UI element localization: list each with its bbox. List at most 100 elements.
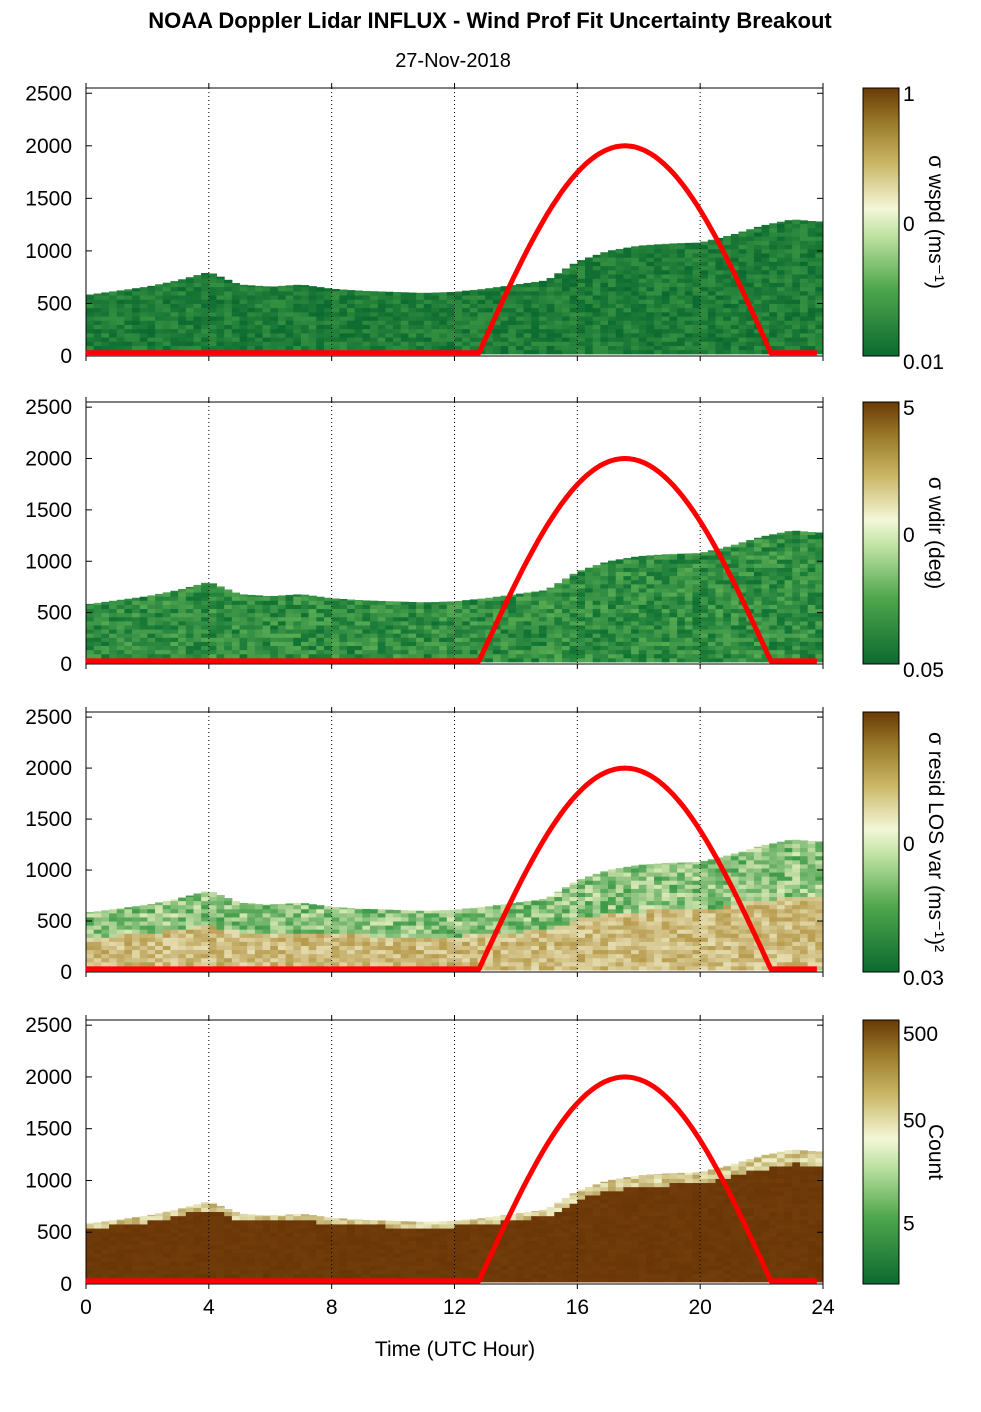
heatmap-cell bbox=[608, 261, 617, 267]
heatmap-cell bbox=[377, 921, 386, 926]
heatmap-cell bbox=[116, 345, 125, 351]
heatmap-cell bbox=[515, 961, 525, 967]
heatmap-cell bbox=[147, 620, 156, 626]
heatmap-cell bbox=[600, 657, 609, 663]
heatmap-cell bbox=[285, 941, 294, 946]
heatmap-cell bbox=[684, 320, 693, 325]
heatmap-cell bbox=[339, 324, 348, 330]
heatmap-cell bbox=[746, 337, 755, 342]
heatmap-cell bbox=[631, 303, 640, 309]
heatmap-cell bbox=[347, 629, 356, 634]
heatmap-cell bbox=[538, 649, 548, 655]
heatmap-cell bbox=[715, 257, 724, 262]
heatmap-cell bbox=[116, 620, 125, 626]
heatmap-cell bbox=[185, 337, 194, 342]
heatmap-cell bbox=[254, 941, 264, 946]
heatmap-cell bbox=[730, 337, 740, 342]
heatmap-cell bbox=[792, 604, 801, 610]
heatmap-cell bbox=[531, 941, 540, 946]
heatmap-cell bbox=[393, 929, 402, 934]
heatmap-cell bbox=[270, 912, 279, 918]
heatmap-cell bbox=[354, 316, 363, 321]
heatmap-cell bbox=[300, 904, 310, 910]
heatmap-cell bbox=[377, 641, 386, 647]
heatmap-cell bbox=[377, 299, 386, 304]
heatmap-cell bbox=[707, 239, 717, 241]
heatmap-cell bbox=[692, 320, 701, 325]
heatmap-cell bbox=[193, 904, 202, 910]
heatmap-cell bbox=[185, 311, 194, 317]
heatmap-cell bbox=[170, 641, 179, 647]
heatmap-cell bbox=[178, 949, 187, 955]
heatmap-cell bbox=[554, 341, 563, 346]
heatmap-cell bbox=[585, 579, 594, 585]
heatmap-cell bbox=[216, 295, 225, 300]
heatmap-cell bbox=[208, 604, 218, 610]
heatmap-cell bbox=[684, 633, 693, 638]
heatmap-cell bbox=[515, 653, 525, 659]
heatmap-cell bbox=[462, 937, 471, 942]
heatmap-cell bbox=[654, 274, 663, 279]
heatmap-cell bbox=[646, 600, 655, 605]
heatmap-cell bbox=[784, 624, 793, 630]
heatmap-cell bbox=[500, 612, 509, 618]
heatmap-cell bbox=[492, 912, 502, 918]
heatmap-cell bbox=[400, 953, 409, 959]
heatmap-cell bbox=[615, 265, 624, 271]
heatmap-cell bbox=[600, 604, 609, 610]
heatmap-cell bbox=[201, 316, 210, 321]
heatmap-cell bbox=[485, 624, 494, 630]
heatmap-cell bbox=[477, 933, 486, 938]
heatmap-cell bbox=[239, 633, 248, 638]
heatmap-cell bbox=[700, 295, 709, 300]
heatmap-cell bbox=[753, 575, 763, 581]
heatmap-cell bbox=[638, 303, 647, 309]
heatmap-cell bbox=[231, 641, 241, 647]
heatmap-cell bbox=[623, 328, 632, 334]
heatmap-cell bbox=[692, 604, 701, 610]
heatmap-cell bbox=[677, 637, 686, 642]
heatmap-cell bbox=[561, 290, 571, 296]
heatmap-cell bbox=[569, 316, 578, 321]
heatmap-cell bbox=[370, 316, 379, 321]
heatmap-cell bbox=[761, 248, 770, 254]
heatmap-cell bbox=[170, 590, 179, 593]
heatmap-cell bbox=[231, 307, 241, 313]
heatmap-cell bbox=[170, 953, 179, 959]
heatmap-cell bbox=[730, 657, 740, 663]
heatmap-cell bbox=[247, 933, 256, 938]
heatmap-cell bbox=[546, 299, 555, 304]
y-tick-label: 1500 bbox=[25, 187, 72, 210]
heatmap-cell bbox=[201, 324, 210, 330]
heatmap-cell bbox=[631, 261, 640, 267]
heatmap-cell bbox=[477, 612, 486, 618]
heatmap-cell bbox=[500, 949, 509, 955]
heatmap-cell bbox=[769, 641, 778, 647]
heatmap-cell bbox=[631, 282, 640, 288]
heatmap-cell bbox=[239, 608, 248, 614]
heatmap-cell bbox=[500, 324, 509, 330]
heatmap-cell bbox=[185, 637, 194, 642]
heatmap-cell bbox=[185, 592, 194, 597]
heatmap-cell bbox=[661, 555, 670, 560]
heatmap-cell bbox=[116, 925, 125, 930]
heatmap-cell bbox=[677, 555, 686, 560]
heatmap-cell bbox=[462, 303, 471, 309]
heatmap-cell bbox=[523, 637, 532, 642]
heatmap-cell bbox=[270, 311, 279, 317]
heatmap-cell bbox=[669, 555, 678, 560]
heatmap-cell bbox=[608, 337, 617, 342]
heatmap-cell bbox=[654, 555, 663, 560]
heatmap-cell bbox=[201, 957, 210, 963]
heatmap-cell bbox=[231, 612, 241, 618]
heatmap-cell bbox=[677, 316, 686, 321]
heatmap-cell bbox=[462, 316, 471, 321]
heatmap-cell bbox=[155, 328, 164, 334]
heatmap-cell bbox=[654, 563, 663, 568]
heatmap-cell bbox=[109, 616, 118, 622]
heatmap-cell bbox=[469, 916, 479, 922]
heatmap-cell bbox=[677, 295, 686, 300]
heatmap-cell bbox=[715, 641, 724, 647]
heatmap-cell bbox=[439, 653, 448, 659]
heatmap-cell bbox=[469, 641, 479, 647]
